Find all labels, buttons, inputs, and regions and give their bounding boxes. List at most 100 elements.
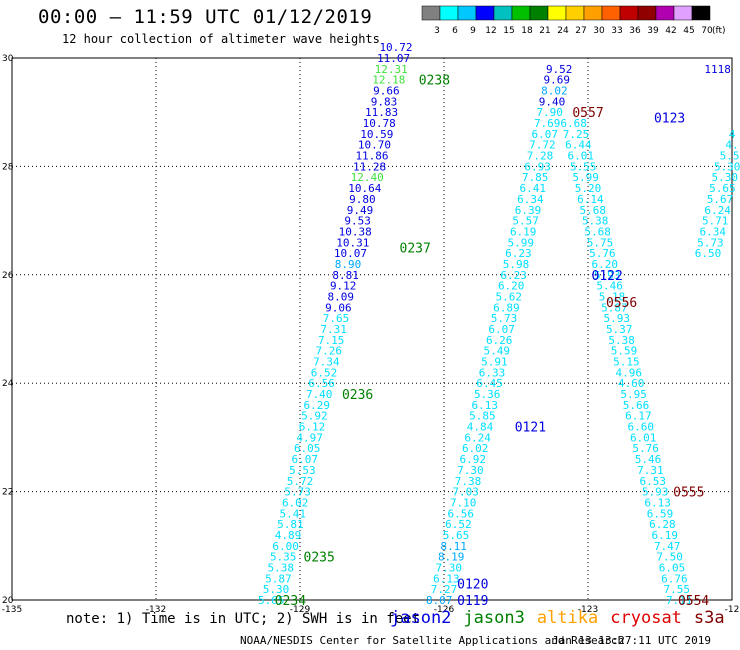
wave-height-value: 5.85 — [469, 410, 496, 423]
pass-time-label: 0557 — [572, 106, 603, 121]
wave-height-value: 6.19 — [510, 225, 537, 238]
wave-height-value: 4.89 — [275, 529, 302, 542]
wave-height-value: 6.07 — [488, 323, 515, 336]
wave-height-value: 4.96 — [616, 366, 643, 379]
colorbar: 3 6 9 12 15 18 21 24 27 30 33 36 39 42 45 70 (ft) — [421, 5, 726, 36]
wave-height-value: 7.55 — [664, 583, 691, 596]
wave-height-value: 5.65 — [709, 182, 736, 195]
wave-height-value: 8.81 — [332, 269, 359, 282]
wave-height-value: 7.38 — [455, 475, 482, 488]
colorbar-tick: 45 — [683, 26, 694, 36]
wave-height-value: 11.86 — [355, 150, 388, 163]
wave-height-value: 7.30 — [457, 464, 484, 477]
wave-height-value: 5.92 — [301, 410, 328, 423]
wave-height-value: 5.93 — [642, 486, 669, 499]
wave-height-value: 11.07 — [377, 52, 410, 65]
wave-height-value: 7.25 — [563, 128, 590, 141]
wave-height-value: 6.59 — [647, 507, 674, 520]
wave-height-value: 5.20 — [575, 182, 602, 195]
wave-height-value: 11.83 — [365, 106, 398, 119]
wave-height-value: 6.41 — [520, 182, 547, 195]
y-tick-label: 28 — [2, 162, 14, 172]
wave-height-value: 5.93 — [604, 312, 631, 325]
wave-height-value: 6.01 — [568, 150, 595, 163]
wave-height-value: 9.49 — [347, 204, 374, 217]
wave-height-value: 5.15 — [613, 356, 640, 369]
wave-height-value: 6.68 — [560, 117, 587, 130]
wave-height-value: 6.05 — [659, 561, 686, 574]
wave-height-value: 5.93 — [594, 269, 621, 282]
wave-height-value: 7.40 — [306, 388, 333, 401]
wave-height-value: 6.89 — [493, 301, 520, 314]
wave-height-value: 5.38 — [608, 334, 635, 347]
wave-height-value: 9.53 — [344, 215, 371, 228]
wave-height-value: 10.70 — [358, 139, 391, 152]
pass-time-label: 0555 — [673, 486, 704, 501]
wave-height-value: 5.87 — [265, 572, 292, 585]
wave-height-value: 5.35 — [270, 551, 297, 564]
wave-height-value: 7.69 — [534, 117, 561, 130]
legend-altika: altika — [536, 608, 599, 628]
wave-height-value: 5.59 — [611, 345, 638, 358]
wave-height-value: 6.56 — [448, 507, 475, 520]
wave-height-value: 7.27 — [431, 583, 458, 596]
colorbar-tick: 21 — [539, 26, 550, 36]
wave-height-value: 5.66 — [623, 399, 650, 412]
wave-height-value: 9.12 — [330, 280, 357, 293]
y-tick-label: 20 — [2, 596, 14, 606]
pass-time-label: 0234 — [275, 594, 306, 609]
wave-height-value: 5.18 — [599, 290, 626, 303]
wave-height-value: 7.10 — [450, 496, 477, 509]
wave-height-value: 6.34 — [517, 193, 544, 206]
wave-height-value: 6.92 — [460, 453, 487, 466]
wave-height-value: 10.31 — [336, 236, 369, 249]
wave-height-value: 6.34 — [700, 225, 727, 238]
wave-height-value: 6.07 — [292, 453, 319, 466]
wave-height-value: 7.47 — [654, 540, 681, 553]
colorbar-tick: 6 — [452, 26, 458, 36]
x-tick-label: -132 — [146, 605, 166, 615]
wave-height-value: 7.65 — [323, 312, 350, 325]
wave-height-value: 6.20 — [498, 280, 525, 293]
wave-height-value: 9.52 — [546, 63, 573, 76]
pass-time-label: 0236 — [342, 388, 373, 403]
wave-height-value: 5.73 — [491, 312, 518, 325]
wave-height-value: 6.29 — [304, 399, 331, 412]
wave-height-value: 10.64 — [348, 182, 381, 195]
x-tick-label: -129 — [290, 605, 311, 615]
wave-height-value: 6.01 — [630, 431, 657, 444]
wave-height-value: 8.19 — [438, 551, 465, 564]
wave-height-value: 7.90 — [536, 106, 563, 119]
wave-height-value: 5.95 — [620, 388, 647, 401]
wave-height-value: 10.78 — [363, 117, 396, 130]
wave-height-value: 4.60 — [618, 377, 645, 390]
pass-time-label: 0122 — [592, 269, 623, 284]
wave-height-value: 5.75 — [587, 236, 614, 249]
wave-height-value: 7.31 — [637, 464, 664, 477]
wave-height-value: 6.17 — [625, 410, 652, 423]
wave-height-value: 5.38 — [582, 215, 609, 228]
wave-height-value: 6.76 — [661, 572, 688, 585]
wave-height-value: 5.53 — [289, 464, 316, 477]
pass-time-label: 0120 — [457, 578, 488, 593]
wave-height-value: 6.05 — [294, 442, 321, 455]
wave-height-value: 5.91 — [481, 356, 508, 369]
wave-height-value: 6.19 — [652, 529, 679, 542]
wave-height-value: 9.06 — [325, 301, 352, 314]
wave-height-value: 6.02 — [282, 496, 309, 509]
legend-jason2: jason2 — [390, 608, 452, 628]
wave-height-value: 6.45 — [476, 377, 503, 390]
wave-height-value: 6.07 — [532, 128, 559, 141]
subtitle: 12 hour collection of altimeter wave hei… — [62, 32, 380, 46]
colorbar-tick: 39 — [647, 26, 659, 36]
wave-height-value: 12.40 — [351, 171, 384, 184]
wave-height-value: 6.20 — [592, 258, 619, 271]
y-tick-label: 30 — [2, 54, 14, 64]
wave-height-value: 7.31 — [320, 323, 347, 336]
wave-height-value: 5.30 — [712, 171, 739, 184]
wave-height-value: 5.72 — [287, 475, 314, 488]
wave-height-value: 1118 — [704, 63, 731, 76]
wave-height-value: 6.52 — [311, 366, 338, 379]
wave-height-value: 6.14 — [577, 193, 604, 206]
